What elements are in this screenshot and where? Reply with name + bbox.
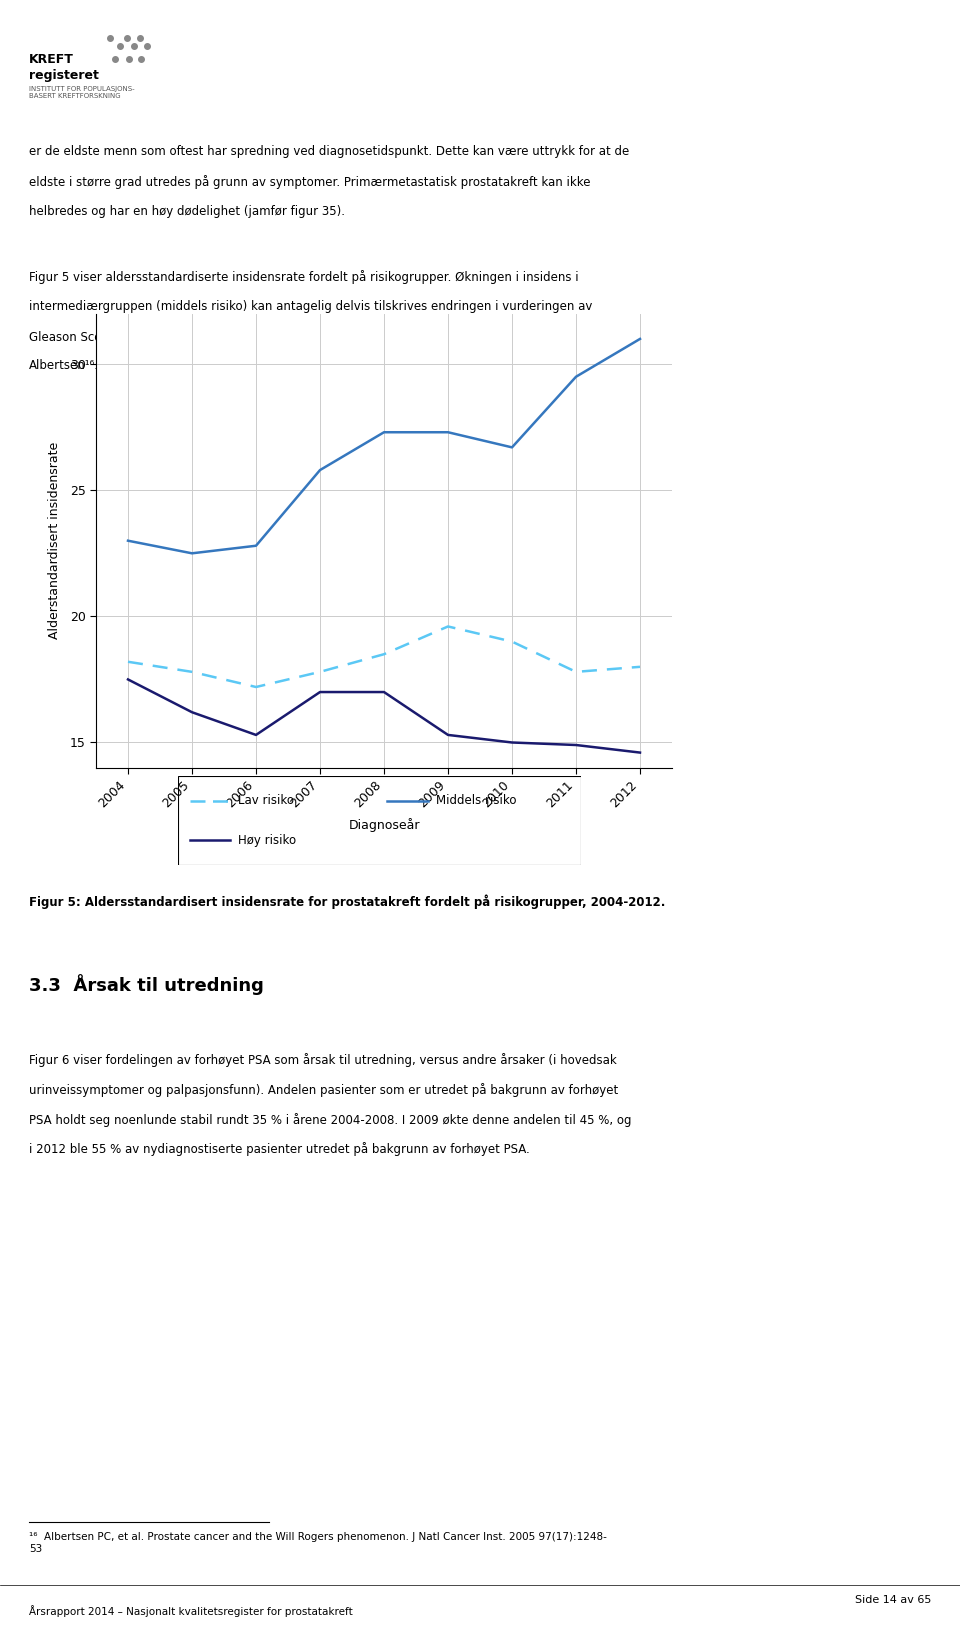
Text: eldste i større grad utredes på grunn av symptomer. Primærmetastatisk prostatakr: eldste i større grad utredes på grunn av…	[29, 175, 590, 188]
Text: 3.3  Årsak til utredning: 3.3 Årsak til utredning	[29, 974, 264, 996]
Text: Lav risiko: Lav risiko	[238, 794, 294, 807]
Text: KREFT
registeret: KREFT registeret	[29, 53, 99, 83]
Text: er de eldste menn som oftest har spredning ved diagnosetidspunkt. Dette kan være: er de eldste menn som oftest har spredni…	[29, 145, 629, 158]
Text: urinveissymptomer og palpasjonsfunn). Andelen pasienter som er utredet på bakgru: urinveissymptomer og palpasjonsfunn). An…	[29, 1083, 618, 1096]
Text: helbredes og har en høy dødelighet (jamfør figur 35).: helbredes og har en høy dødelighet (jamf…	[29, 205, 345, 218]
Text: Figur 5 viser aldersstandardiserte insidensrate fordelt på risikogrupper. Økning: Figur 5 viser aldersstandardiserte insid…	[29, 271, 579, 284]
Text: Albertsen¹⁶.: Albertsen¹⁶.	[29, 360, 99, 371]
X-axis label: Diagnoseår: Diagnoseår	[348, 819, 420, 832]
Y-axis label: Alderstandardisert insidensrate: Alderstandardisert insidensrate	[48, 442, 61, 639]
Text: i 2012 ble 55 % av nydiagnostiserte pasienter utredet på bakgrunn av forhøyet PS: i 2012 ble 55 % av nydiagnostiserte pasi…	[29, 1142, 530, 1156]
Text: Årsrapport 2014 – Nasjonalt kvalitetsregister for prostatakreft: Årsrapport 2014 – Nasjonalt kvalitetsreg…	[29, 1605, 352, 1616]
Text: Høy risiko: Høy risiko	[238, 834, 297, 847]
Text: Side 14 av 65: Side 14 av 65	[854, 1595, 931, 1605]
Text: Gleason Score etter 2004. Dette vises også i figur 8, og det er også tidligere d: Gleason Score etter 2004. Dette vises og…	[29, 330, 579, 343]
Text: INSTITUTT FOR POPULASJONS-
BASERT KREFTFORSKNING: INSTITUTT FOR POPULASJONS- BASERT KREFTF…	[29, 86, 134, 99]
Text: intermediærgruppen (middels risiko) kan antagelig delvis tilskrives endringen i : intermediærgruppen (middels risiko) kan …	[29, 300, 592, 312]
Text: PSA holdt seg noenlunde stabil rundt 35 % i årene 2004-2008. I 2009 økte denne a: PSA holdt seg noenlunde stabil rundt 35 …	[29, 1113, 632, 1126]
Text: Figur 6 viser fordelingen av forhøyet PSA som årsak til utredning, versus andre : Figur 6 viser fordelingen av forhøyet PS…	[29, 1053, 616, 1067]
Text: ¹⁶  Albertsen PC, et al. Prostate cancer and the Will Rogers phenomenon. J Natl : ¹⁶ Albertsen PC, et al. Prostate cancer …	[29, 1532, 607, 1554]
Text: Middels risiko: Middels risiko	[436, 794, 516, 807]
Text: Figur 5: Aldersstandardisert insidensrate for prostatakreft fordelt på risikogru: Figur 5: Aldersstandardisert insidensrat…	[29, 895, 665, 910]
